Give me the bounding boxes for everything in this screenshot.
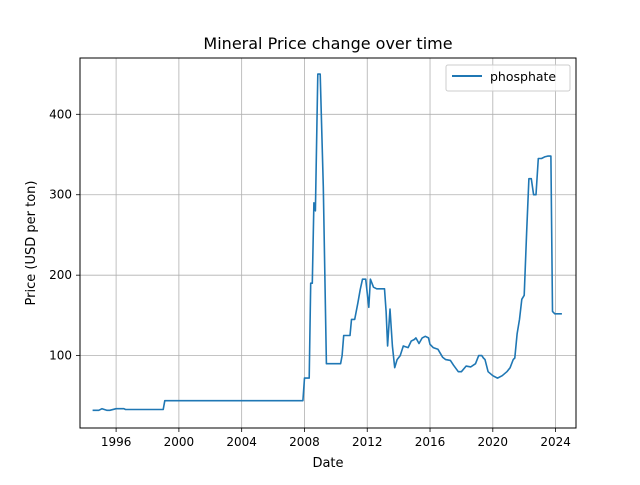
y-tick-label: 100 (49, 349, 72, 363)
plot-frame (79, 57, 577, 429)
chart-title: Mineral Price change over time (203, 34, 452, 53)
y-tick-label: 300 (49, 188, 72, 202)
legend-label: phosphate (490, 69, 556, 84)
grid (80, 58, 576, 428)
x-tick-label: 2024 (540, 435, 571, 449)
legend: phosphate (445, 64, 571, 92)
y-tick-label: 400 (49, 107, 72, 121)
axis-ticks: 1996 2000 2004 2008 2012 2016 2020 2024 100 200 30… (49, 107, 571, 449)
x-tick-label: 2016 (415, 435, 446, 449)
series-line-phosphate (92, 73, 562, 412)
y-tick-label: 200 (49, 268, 72, 282)
x-tick-label: 2000 (164, 435, 195, 449)
y-axis-label: Price (USD per ton) (24, 181, 39, 306)
x-tick-label: 2020 (478, 435, 509, 449)
series-layer (92, 73, 562, 412)
x-axis-label: Date (312, 456, 343, 471)
x-tick-label: 1996 (101, 435, 132, 449)
x-tick-label: 2008 (289, 435, 320, 449)
x-tick-label: 2004 (226, 435, 257, 449)
x-tick-label: 2012 (352, 435, 383, 449)
legend-box (445, 64, 571, 92)
